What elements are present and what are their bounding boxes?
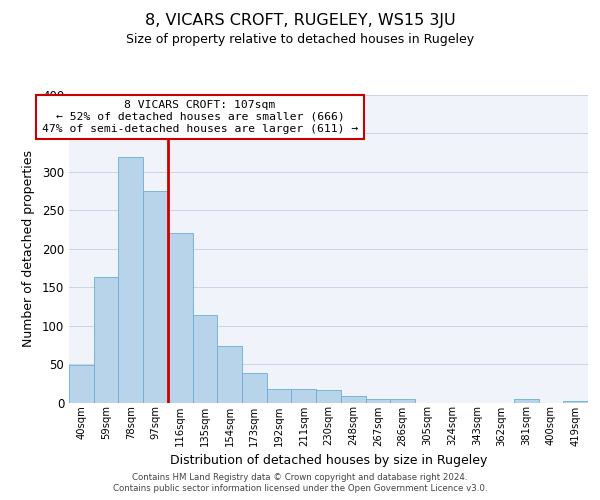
Bar: [143, 191, 168, 402]
Bar: [217, 346, 242, 403]
Bar: [118, 156, 143, 402]
X-axis label: Distribution of detached houses by size in Rugeley: Distribution of detached houses by size …: [170, 454, 487, 467]
Bar: [193, 315, 217, 402]
Bar: [341, 396, 365, 402]
Text: Size of property relative to detached houses in Rugeley: Size of property relative to detached ho…: [126, 32, 474, 46]
Text: Contains HM Land Registry data © Crown copyright and database right 2024.: Contains HM Land Registry data © Crown c…: [132, 472, 468, 482]
Bar: [316, 390, 341, 402]
Bar: [390, 400, 415, 402]
Y-axis label: Number of detached properties: Number of detached properties: [22, 150, 35, 347]
Bar: [563, 401, 588, 402]
Bar: [168, 234, 193, 402]
Bar: [242, 372, 267, 402]
Bar: [514, 400, 539, 402]
Bar: [69, 365, 94, 403]
Text: 8 VICARS CROFT: 107sqm
← 52% of detached houses are smaller (666)
47% of semi-de: 8 VICARS CROFT: 107sqm ← 52% of detached…: [42, 100, 358, 134]
Bar: [94, 277, 118, 402]
Text: 8, VICARS CROFT, RUGELEY, WS15 3JU: 8, VICARS CROFT, RUGELEY, WS15 3JU: [145, 12, 455, 28]
Text: Contains public sector information licensed under the Open Government Licence v3: Contains public sector information licen…: [113, 484, 487, 493]
Bar: [365, 398, 390, 402]
Bar: [292, 390, 316, 402]
Bar: [267, 388, 292, 402]
